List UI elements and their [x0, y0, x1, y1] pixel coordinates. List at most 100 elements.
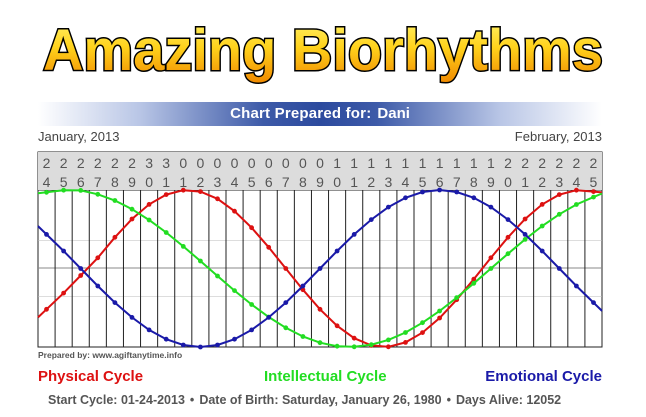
- date-label-units: 5: [60, 174, 68, 190]
- physical-point: [215, 196, 220, 202]
- emotional-point: [283, 300, 289, 305]
- intellectual-point: [215, 273, 220, 279]
- intellectual-point: [129, 206, 135, 212]
- emotional-point: [78, 266, 84, 271]
- date-label-tens: 1: [367, 155, 375, 171]
- date-label-tens: 1: [333, 155, 341, 171]
- physical-point: [146, 202, 152, 207]
- emotional-point: [232, 336, 237, 342]
- emotional-point: [574, 283, 579, 289]
- physical-point: [505, 234, 511, 240]
- intellectual-point: [180, 244, 186, 249]
- intellectual-point: [78, 188, 84, 193]
- emotional-point: [403, 195, 408, 201]
- emotional-point: [215, 342, 220, 348]
- physical-point: [112, 234, 118, 240]
- date-label-units: 9: [487, 174, 495, 190]
- date-label-units: 9: [316, 174, 324, 190]
- physical-point: [574, 187, 579, 193]
- intellectual-point: [574, 202, 579, 207]
- physical-point: [266, 244, 272, 250]
- date-label-units: 5: [590, 174, 598, 190]
- physical-point: [471, 276, 477, 282]
- physical-point: [61, 290, 66, 296]
- date-label-units: 2: [367, 174, 375, 190]
- intellectual-point: [351, 344, 357, 350]
- date-label-units: 3: [555, 174, 563, 190]
- date-label-units: 1: [179, 174, 187, 190]
- emotional-point: [112, 300, 118, 305]
- date-label-tens: 2: [572, 155, 580, 171]
- emotional-point: [539, 248, 545, 254]
- date-label-units: 1: [162, 174, 170, 190]
- physical-point: [437, 315, 442, 321]
- date-label-tens: 1: [419, 155, 427, 171]
- physical-point: [488, 255, 494, 261]
- intellectual-point: [317, 340, 323, 346]
- date-label-tens: 0: [214, 155, 222, 171]
- legend-emotional: Emotional Cycle: [485, 368, 602, 385]
- date-label-tens: 2: [590, 155, 598, 171]
- physical-point: [78, 273, 84, 278]
- emotional-point: [488, 204, 494, 210]
- physical-point: [539, 202, 545, 207]
- month-right: February, 2013: [514, 129, 602, 144]
- physical-point: [403, 340, 408, 345]
- days-alive-label: Days Alive:: [455, 393, 523, 407]
- date-label-units: 0: [145, 174, 153, 190]
- date-label-tens: 3: [162, 155, 170, 171]
- date-label-tens: 0: [179, 155, 187, 171]
- physical-point: [232, 208, 237, 214]
- physical-point: [163, 192, 169, 198]
- intellectual-point: [61, 187, 66, 193]
- date-label-tens: 0: [231, 155, 239, 171]
- physical-point: [420, 330, 425, 335]
- date-label-tens: 2: [77, 155, 85, 171]
- date-label-units: 1: [521, 174, 529, 190]
- physical-point: [198, 189, 203, 195]
- date-label-units: 9: [128, 174, 136, 190]
- emotional-point: [95, 283, 101, 289]
- intellectual-point: [471, 280, 477, 286]
- physical-point: [351, 335, 357, 341]
- emotional-point: [454, 189, 460, 195]
- date-label-tens: 1: [384, 155, 392, 171]
- emotional-point: [471, 195, 477, 201]
- date-label-units: 6: [265, 174, 273, 190]
- date-label-units: 4: [43, 174, 51, 190]
- physical-point: [334, 323, 340, 329]
- logo: Amazing Biorhythms: [42, 17, 605, 85]
- intellectual-point: [368, 342, 374, 348]
- emotional-point: [437, 187, 442, 193]
- intellectual-point: [591, 194, 596, 200]
- date-label-tens: 0: [316, 155, 324, 171]
- emotional-point: [505, 217, 511, 223]
- emotional-point: [317, 266, 323, 271]
- date-label-units: 8: [299, 174, 307, 190]
- emotional-point: [180, 342, 186, 348]
- date-label-tens: 1: [350, 155, 358, 171]
- intellectual-point: [334, 343, 340, 349]
- intellectual-point: [146, 217, 152, 223]
- intellectual-point: [420, 320, 425, 326]
- start-cycle-value: 01-24-2013: [120, 393, 185, 407]
- date-label-units: 3: [214, 174, 222, 190]
- intellectual-point: [437, 308, 442, 314]
- date-label-units: 4: [231, 174, 239, 190]
- date-label-units: 2: [196, 174, 204, 190]
- date-label-tens: 0: [248, 155, 256, 171]
- dob-value: Saturday, January 26, 1980: [281, 393, 442, 407]
- chart-prepared-banner: Chart Prepared for: Dani: [38, 102, 602, 126]
- date-label-units: 7: [94, 174, 102, 190]
- date-label-tens: 2: [43, 155, 51, 171]
- separator-dot: •: [189, 393, 195, 407]
- emotional-point: [198, 344, 203, 350]
- date-label-units: 5: [248, 174, 256, 190]
- physical-point: [522, 216, 528, 222]
- logo-text: Amazing Biorhythms: [43, 18, 603, 83]
- emotional-point: [163, 336, 169, 342]
- intellectual-point: [300, 334, 306, 339]
- date-label-units: 8: [470, 174, 478, 190]
- emotional-point: [351, 232, 357, 237]
- intellectual-point: [403, 330, 408, 335]
